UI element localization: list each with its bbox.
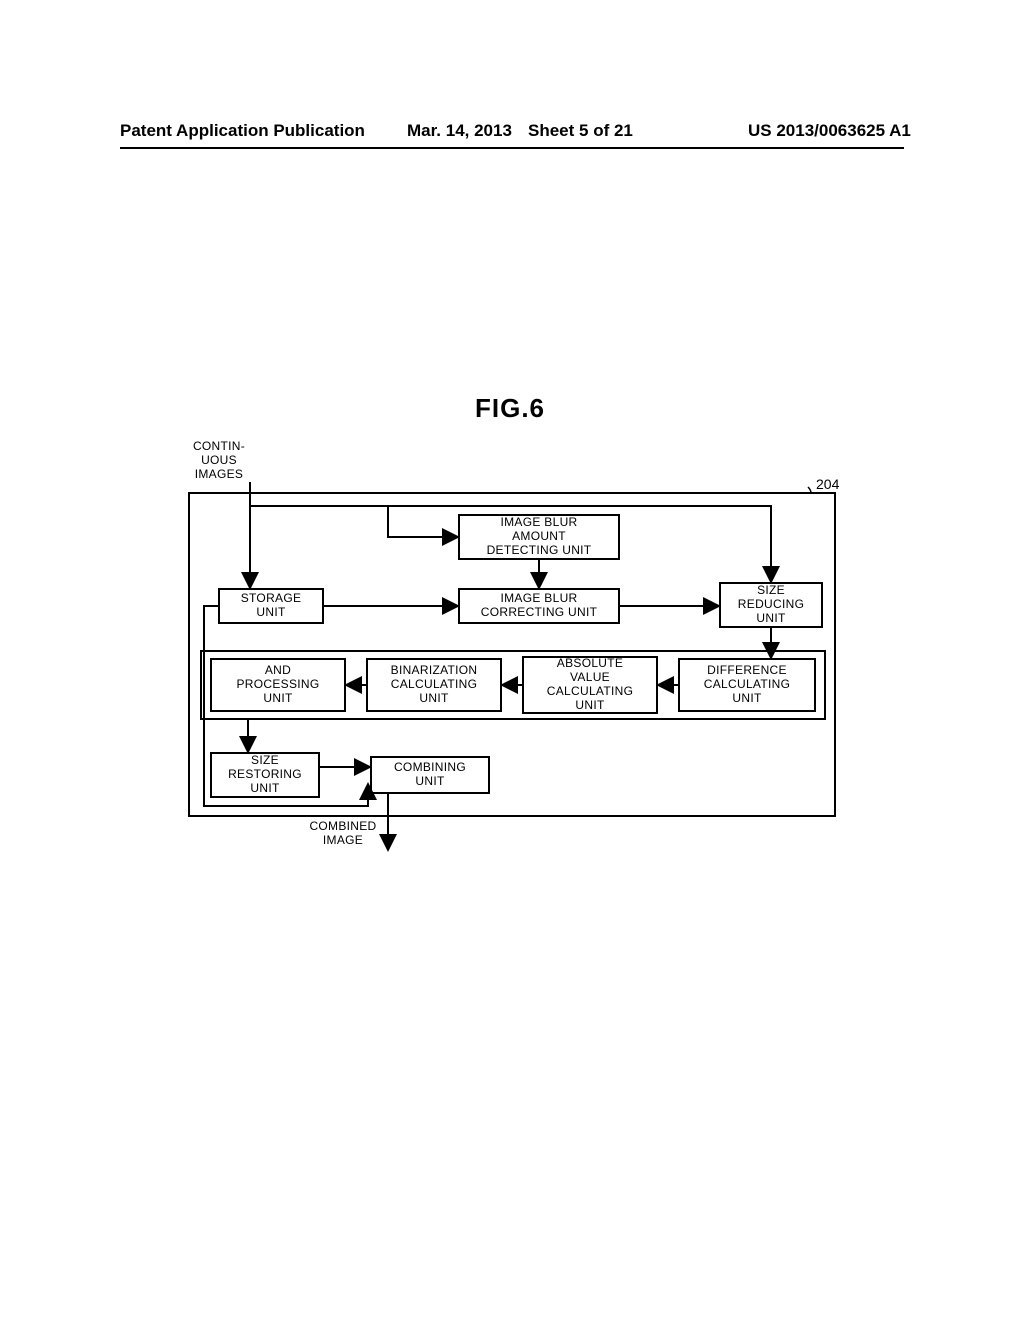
header-pubnum: US 2013/0063625 A1: [748, 121, 911, 141]
label-blur-detect: IMAGE BLUR AMOUNT DETECTING UNIT: [487, 516, 592, 557]
label-diff: DIFFERENCE CALCULATING UNIT: [704, 664, 790, 705]
box-size-restore: SIZE RESTORING UNIT: [210, 752, 320, 798]
header-sheet: Sheet 5 of 21: [528, 121, 633, 141]
box-absval: ABSOLUTE VALUE CALCULATING UNIT: [522, 656, 658, 714]
figure-title: FIG.6: [475, 393, 545, 424]
header-publication: Patent Application Publication: [120, 121, 365, 141]
output-label: COMBINED IMAGE: [300, 820, 386, 848]
box-andproc: AND PROCESSING UNIT: [210, 658, 346, 712]
box-combine: COMBINING UNIT: [370, 756, 490, 794]
box-size-reducing: SIZE REDUCING UNIT: [719, 582, 823, 628]
header-date: Mar. 14, 2013: [407, 121, 512, 141]
label-binar: BINARIZATION CALCULATING UNIT: [391, 664, 478, 705]
page: Patent Application Publication Mar. 14, …: [0, 0, 1024, 1320]
box-diff: DIFFERENCE CALCULATING UNIT: [678, 658, 816, 712]
label-size-reducing: SIZE REDUCING UNIT: [738, 584, 804, 625]
label-absval: ABSOLUTE VALUE CALCULATING UNIT: [547, 657, 633, 712]
label-storage: STORAGE UNIT: [241, 592, 302, 620]
header-rule: [120, 147, 904, 149]
label-size-restore: SIZE RESTORING UNIT: [228, 754, 302, 795]
box-storage: STORAGE UNIT: [218, 588, 324, 624]
box-binar: BINARIZATION CALCULATING UNIT: [366, 658, 502, 712]
box-blur-correct: IMAGE BLUR CORRECTING UNIT: [458, 588, 620, 624]
label-combine: COMBINING UNIT: [394, 761, 466, 789]
diagram: CONTIN- UOUS IMAGES 204 IMAGE BLUR AMOUN…: [188, 440, 836, 860]
label-andproc: AND PROCESSING UNIT: [236, 664, 319, 705]
label-blur-correct: IMAGE BLUR CORRECTING UNIT: [481, 592, 598, 620]
box-blur-detect: IMAGE BLUR AMOUNT DETECTING UNIT: [458, 514, 620, 560]
